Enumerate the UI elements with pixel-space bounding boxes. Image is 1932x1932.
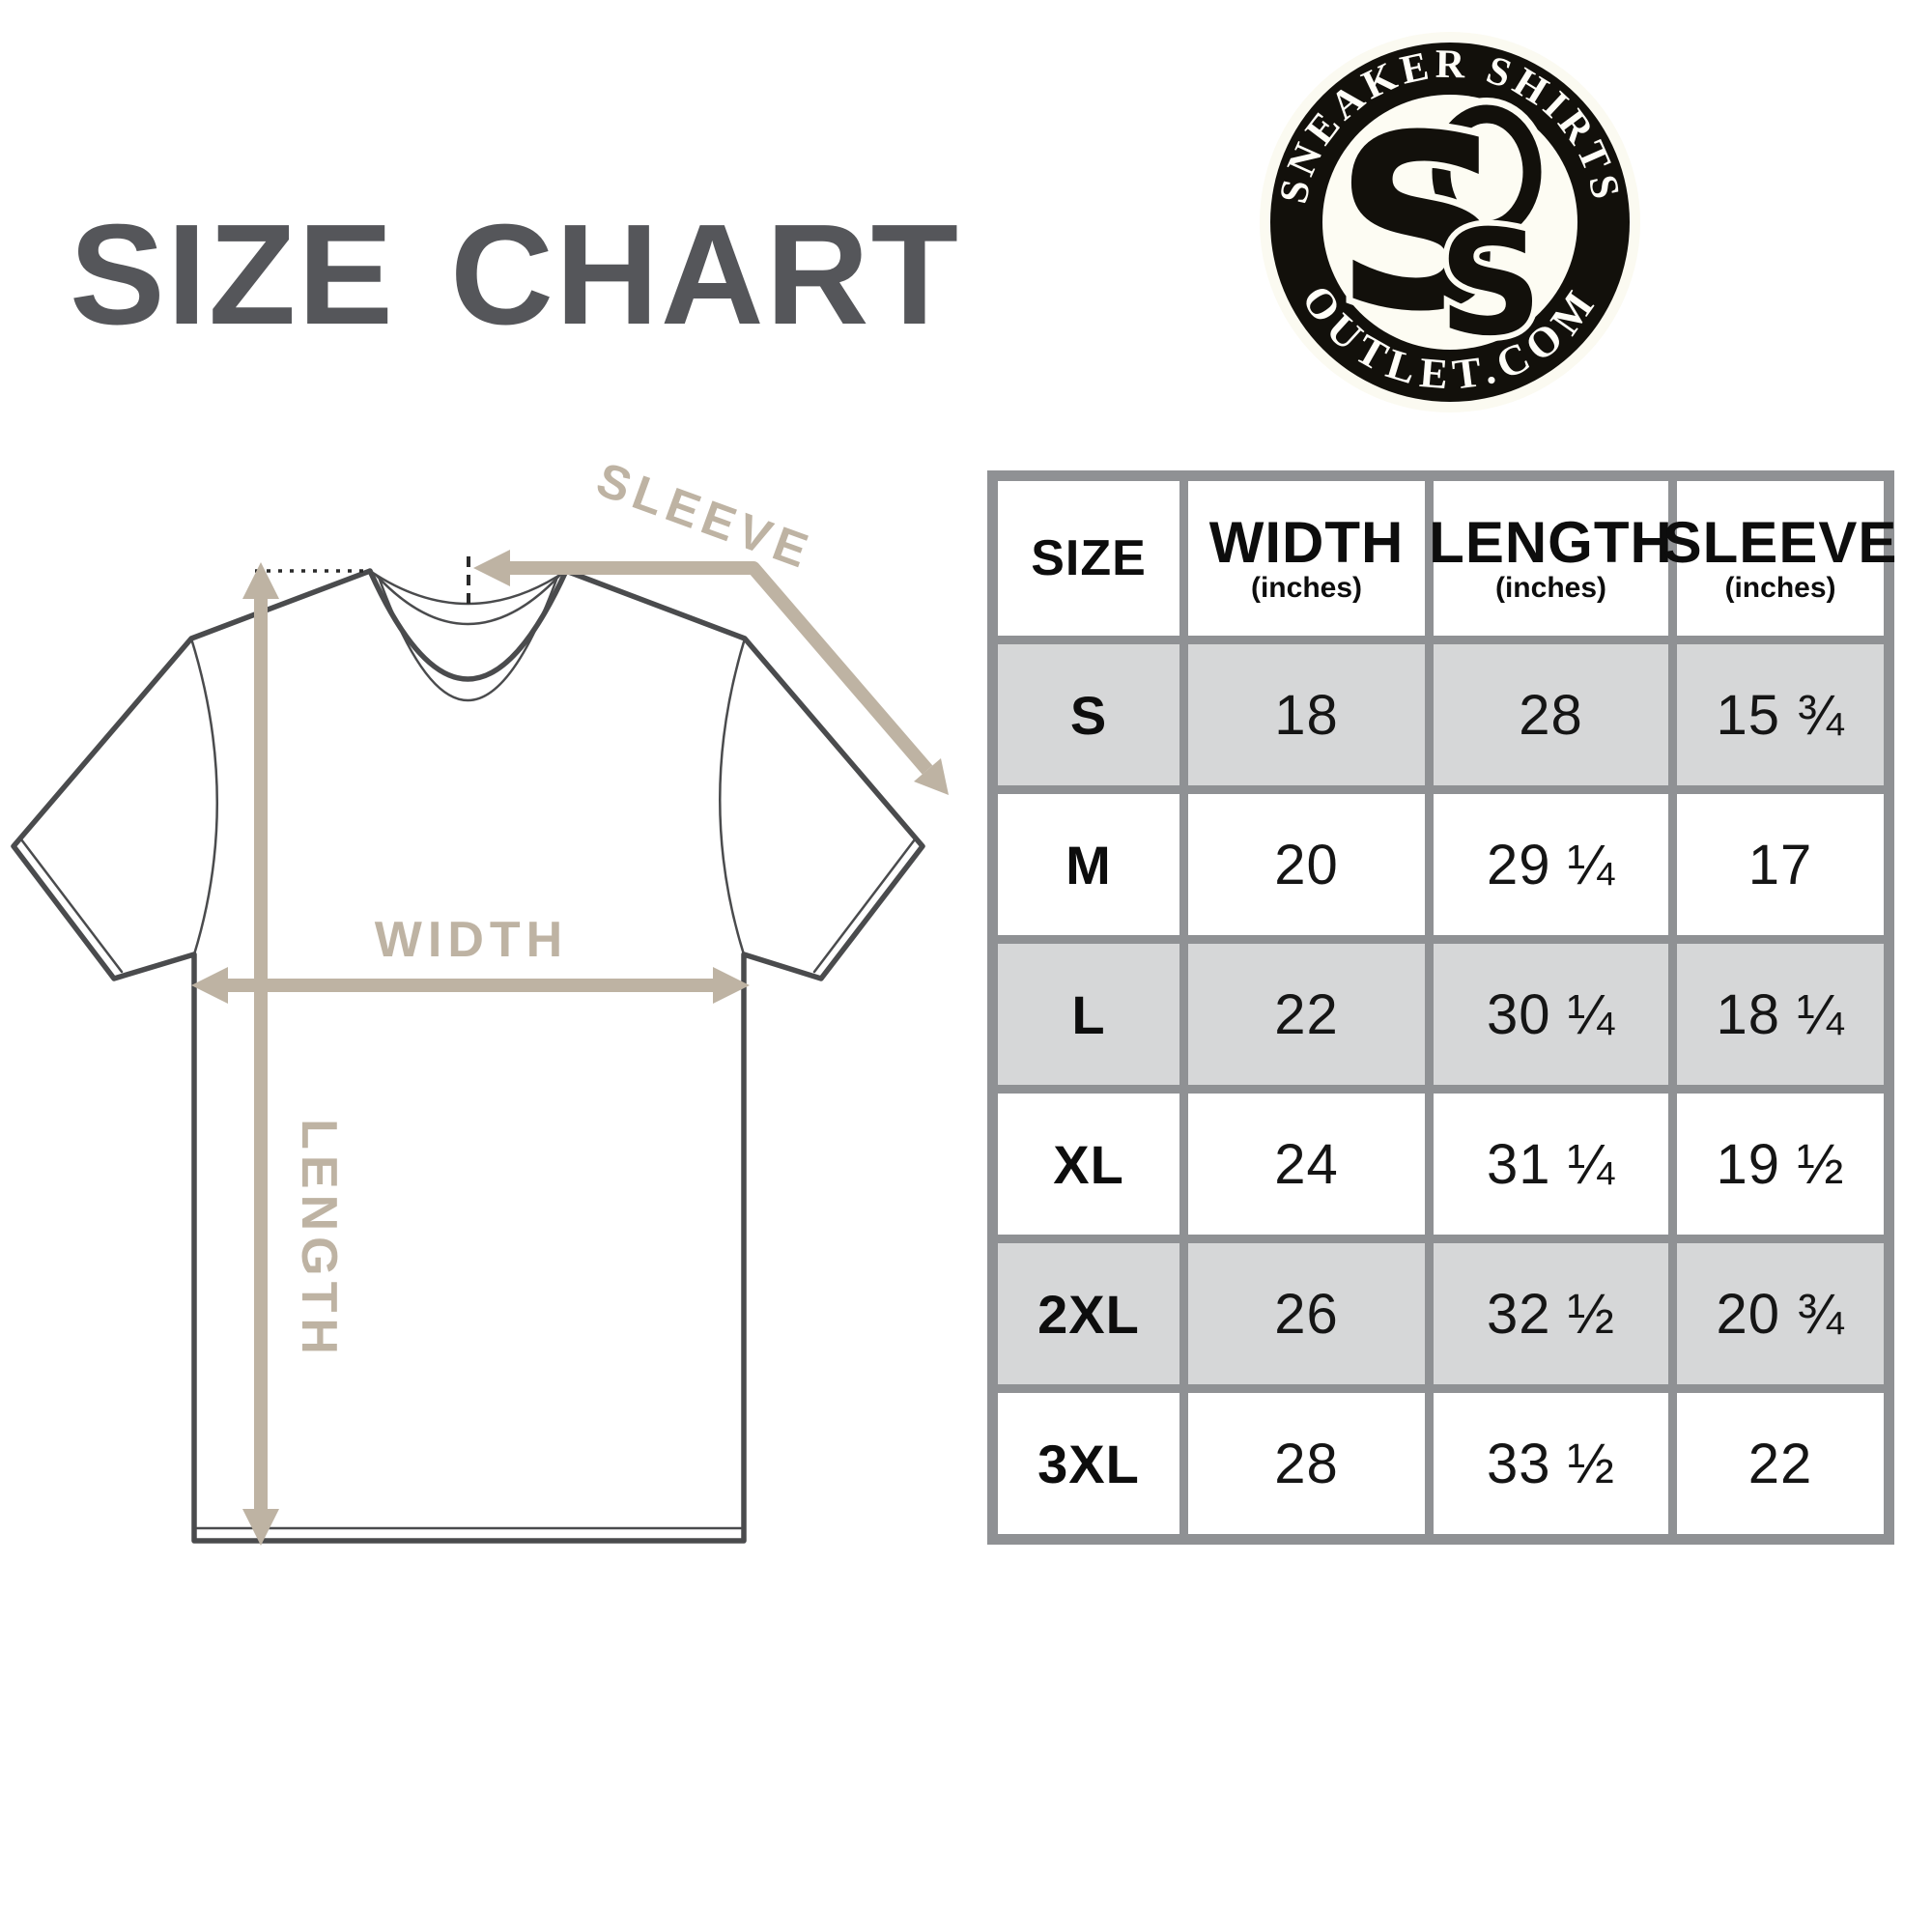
table-row: XL 24 31 ¼ 19 ½ bbox=[988, 1085, 1893, 1243]
sleeve-cell: 20 ¾ bbox=[1668, 1235, 1893, 1393]
length-cell: 30 ¼ bbox=[1425, 935, 1677, 1094]
sleeve-cell: 22 bbox=[1668, 1384, 1893, 1544]
size-cell: M bbox=[988, 785, 1188, 944]
right-cuff-seam bbox=[812, 838, 917, 974]
svg-text:S: S bbox=[1438, 200, 1543, 368]
sleeve-cell: 19 ½ bbox=[1668, 1085, 1893, 1243]
logo-ss-monogram-icon: S S bbox=[1327, 76, 1548, 374]
table-header-row: SIZE WIDTH (inches) LENGTH (inches) SLEEVE… bbox=[988, 471, 1896, 644]
length-arrow bbox=[242, 562, 279, 1546]
width-cell: 24 bbox=[1179, 1085, 1434, 1243]
left-armhole-seam bbox=[189, 637, 219, 956]
col-header-length: LENGTH (inches) bbox=[1425, 471, 1677, 644]
tshirt-measurement-diagram: WIDTH LENGTH SLEEVE bbox=[11, 452, 949, 1546]
size-table: SIZE WIDTH (inches) LENGTH (inches) SLEEVE… bbox=[987, 470, 1896, 1545]
sleeve-cell: 15 ¾ bbox=[1668, 636, 1893, 794]
front-collar-seam-line bbox=[378, 578, 558, 701]
length-cell: 33 ½ bbox=[1425, 1384, 1677, 1544]
sleeve-cell: 17 bbox=[1668, 785, 1893, 944]
size-cell: L bbox=[988, 935, 1188, 1094]
collar-seam-line bbox=[374, 573, 562, 626]
width-cell: 20 bbox=[1179, 785, 1434, 944]
size-cell: S bbox=[988, 636, 1188, 794]
table-row: S 18 28 15 ¾ bbox=[988, 636, 1893, 794]
page-title: SIZE CHART bbox=[70, 195, 960, 355]
col-header-sleeve: SLEEVE (inches) bbox=[1663, 471, 1896, 644]
sleeve-label: SLEEVE bbox=[590, 452, 820, 580]
length-cell: 32 ½ bbox=[1425, 1235, 1677, 1393]
size-cell: XL bbox=[988, 1085, 1188, 1243]
size-cell: 2XL bbox=[988, 1235, 1188, 1393]
width-cell: 26 bbox=[1179, 1235, 1434, 1393]
table-row: M 20 29 ¼ 17 bbox=[988, 785, 1893, 944]
table-row: L 22 30 ¼ 18 ¼ bbox=[988, 935, 1893, 1094]
sleeve-arrow bbox=[473, 550, 949, 795]
width-cell: 22 bbox=[1179, 935, 1434, 1094]
col-header-size: SIZE bbox=[988, 471, 1188, 644]
length-cell: 29 ¼ bbox=[1425, 785, 1677, 944]
width-arrow bbox=[191, 967, 750, 1004]
left-cuff-seam bbox=[19, 838, 124, 974]
sleeve-cell: 18 ¼ bbox=[1668, 935, 1893, 1094]
length-cell: 28 bbox=[1425, 636, 1677, 794]
table-row: 3XL 28 33 ½ 22 bbox=[988, 1384, 1893, 1544]
table-row: 2XL 26 32 ½ 20 ¾ bbox=[988, 1235, 1893, 1393]
brand-logo: SNEAKER SHIRTS OUTLET.COM S S bbox=[1260, 32, 1640, 412]
measurement-arrows bbox=[191, 550, 949, 1546]
tshirt-outline bbox=[11, 568, 925, 1544]
width-cell: 18 bbox=[1179, 636, 1434, 794]
svg-text:S: S bbox=[1334, 83, 1508, 364]
width-label: WIDTH bbox=[375, 912, 568, 968]
right-armhole-seam bbox=[719, 637, 747, 956]
length-cell: 31 ¼ bbox=[1425, 1085, 1677, 1243]
length-label: LENGTH bbox=[291, 1119, 347, 1360]
width-cell: 28 bbox=[1179, 1384, 1434, 1544]
col-header-width: WIDTH (inches) bbox=[1179, 471, 1434, 644]
size-cell: 3XL bbox=[988, 1384, 1188, 1544]
